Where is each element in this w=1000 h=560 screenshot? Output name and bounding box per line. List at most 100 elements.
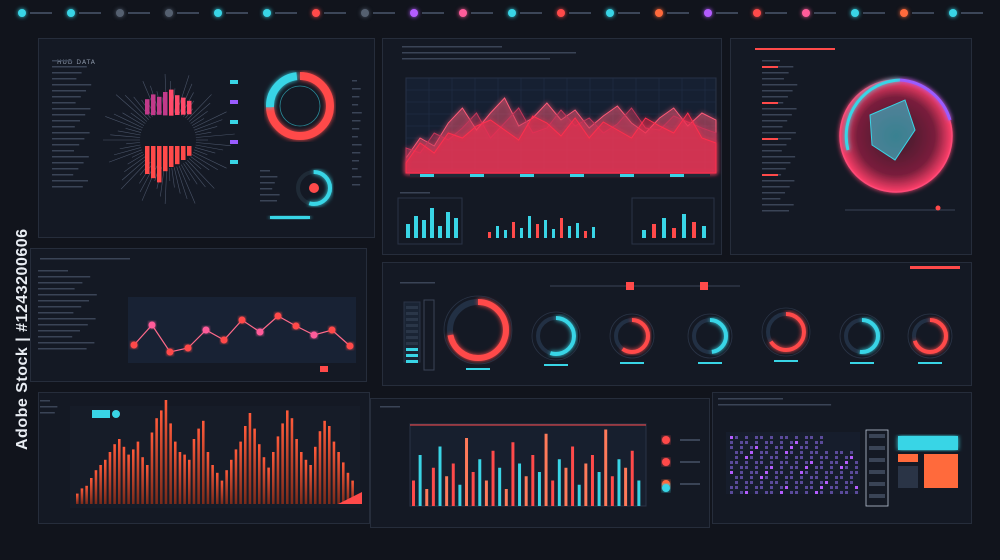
radial-tick xyxy=(178,165,196,204)
map-dot xyxy=(825,456,828,459)
map-dot xyxy=(775,476,778,479)
map-dot xyxy=(850,481,853,484)
label-line xyxy=(52,138,85,140)
label-highlight xyxy=(762,174,778,176)
map-dot xyxy=(755,446,758,449)
mini-bar xyxy=(568,226,571,238)
map-dot xyxy=(775,481,778,484)
map-dot xyxy=(780,471,783,474)
map-dot xyxy=(780,446,783,449)
map-dot xyxy=(775,451,778,454)
mixed-bar xyxy=(425,489,429,506)
gauge-outer-ring xyxy=(761,307,811,357)
area-scroll-mark xyxy=(670,174,684,177)
map-dot xyxy=(815,471,818,474)
map-dot xyxy=(765,441,768,444)
header-line xyxy=(402,52,576,54)
radial-tick xyxy=(190,110,208,124)
mini-bar xyxy=(672,228,676,238)
orb-header-bar xyxy=(755,48,835,50)
map-dot xyxy=(850,456,853,459)
map-legend-orange-big xyxy=(924,454,958,488)
mixed-bar xyxy=(590,455,594,506)
orange-bar xyxy=(295,439,298,504)
status-dot xyxy=(18,9,26,17)
radial-tick xyxy=(194,119,223,131)
map-dot xyxy=(785,461,788,464)
label-line xyxy=(38,342,95,344)
radial-tick xyxy=(187,160,215,189)
map-dot xyxy=(755,436,758,439)
dot-point xyxy=(148,321,156,329)
label-line xyxy=(52,120,80,122)
map-dot xyxy=(730,441,733,444)
mixed-bar xyxy=(597,472,601,506)
radial-tick xyxy=(176,166,188,200)
map-dot xyxy=(765,446,768,449)
orange-bar xyxy=(220,480,224,504)
map-dot xyxy=(760,451,763,454)
mini-bar xyxy=(454,218,458,238)
radial-tick xyxy=(160,167,165,197)
mixed-bar xyxy=(637,480,641,506)
status-label-line xyxy=(961,12,983,14)
radial-tick xyxy=(113,147,142,156)
label-line xyxy=(38,282,83,284)
top-toolbar xyxy=(0,0,1000,26)
label-line xyxy=(52,60,72,62)
meter-segment xyxy=(406,324,418,327)
legend-swatch xyxy=(230,140,238,144)
map-dot xyxy=(805,471,808,474)
status-label-line xyxy=(128,12,150,14)
label-line xyxy=(52,180,88,182)
map-dot xyxy=(815,476,818,479)
mixed-bar xyxy=(471,472,475,506)
orange-bar xyxy=(90,478,93,504)
mini-bar xyxy=(512,222,515,238)
map-dot xyxy=(845,466,848,469)
label-line xyxy=(38,336,73,338)
status-label-line xyxy=(912,12,934,14)
dot-point xyxy=(202,326,210,334)
label-line xyxy=(762,96,788,98)
map-dot xyxy=(755,441,758,444)
mini-bar xyxy=(414,216,418,238)
map-dot xyxy=(805,486,808,489)
gauge-inner-ring xyxy=(279,85,321,127)
status-dot xyxy=(67,9,75,17)
label-line xyxy=(40,400,50,402)
status-dot xyxy=(802,9,810,17)
orange-bar xyxy=(290,418,294,504)
map-dot xyxy=(805,461,808,464)
mixed-bar xyxy=(478,459,482,506)
map-dot xyxy=(855,486,858,489)
map-dot xyxy=(820,436,823,439)
map-dot xyxy=(790,441,793,444)
orange-bar xyxy=(160,410,163,504)
orb-arc-purple xyxy=(899,78,952,121)
label-line xyxy=(762,60,780,62)
mini-chart-frame xyxy=(631,197,715,245)
area-series xyxy=(405,112,717,174)
mixed-bar xyxy=(577,484,581,506)
map-dot xyxy=(785,456,788,459)
mini-bar xyxy=(552,229,555,238)
status-dot xyxy=(312,9,320,17)
radial-tick xyxy=(193,111,227,129)
status-dot xyxy=(900,9,908,17)
map-dot xyxy=(820,456,823,459)
map-dot xyxy=(770,481,773,484)
orange-bar xyxy=(80,488,84,504)
radial-bar-top xyxy=(181,97,186,115)
mixed-bar xyxy=(630,450,634,506)
gauge-arc xyxy=(447,299,509,361)
map-dot xyxy=(765,471,768,474)
map-dot xyxy=(750,471,753,474)
map-dot xyxy=(765,466,768,469)
radial-tick xyxy=(194,149,208,156)
mini-bar xyxy=(406,224,410,238)
dot-point xyxy=(292,322,300,330)
map-dot xyxy=(835,461,838,464)
label-line xyxy=(38,348,87,350)
label-highlight xyxy=(762,66,778,68)
